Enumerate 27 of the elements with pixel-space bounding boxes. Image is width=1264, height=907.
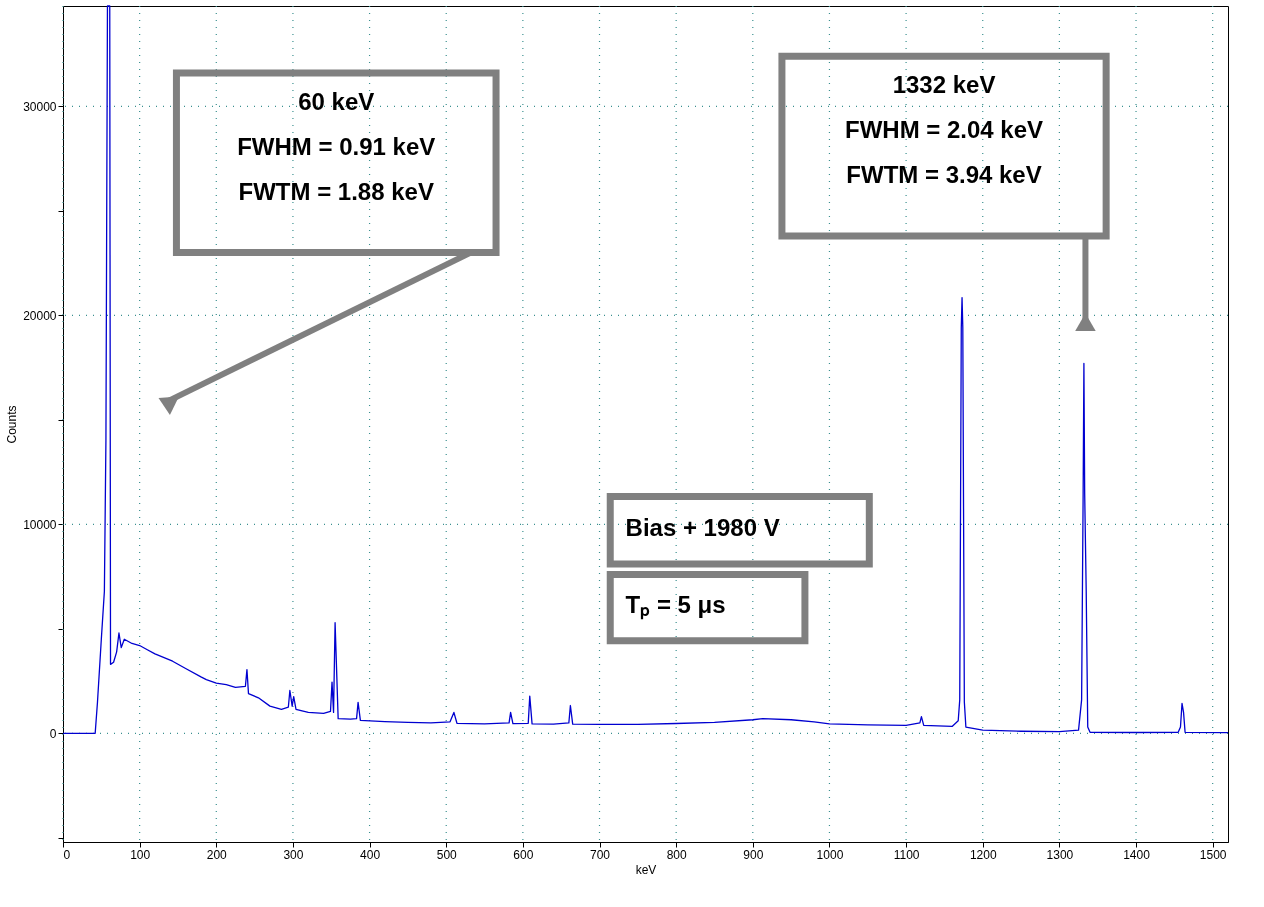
x-tick-label: 700 (590, 847, 611, 862)
x-tick-label: 800 (666, 847, 687, 862)
x-tick-label: 0 (63, 847, 71, 862)
x-tick-label: 1200 (969, 847, 997, 862)
x-tick-label: 1100 (893, 847, 920, 862)
x-tick-label: 1000 (816, 847, 844, 862)
x-tick-label: 1400 (1123, 847, 1151, 862)
annotation: 60 keV FWHM = 0.91 keV FWTM = 1.88 keV (237, 87, 436, 205)
y-tick-label: 20000 (23, 308, 57, 323)
x-tick-label: 900 (743, 847, 764, 862)
x-tick-label: 500 (436, 847, 458, 862)
y-tick-label: 10000 (23, 517, 57, 532)
x-tick-label: 400 (360, 847, 381, 862)
x-tick-label: 600 (513, 847, 534, 862)
x-tick-label: 1500 (1199, 847, 1227, 862)
x-tick-label: 300 (283, 847, 304, 862)
annotation: Tₚ = 5 μs (625, 591, 726, 621)
y-tick-label: 30000 (23, 99, 57, 114)
x-tick-label: 200 (206, 847, 228, 862)
y-tick-label: 0 (49, 726, 57, 741)
x-tick-label: 100 (130, 847, 151, 862)
line-series (62, 5, 1229, 734)
annotation: 1332 keV FWHM = 2.04 keV FWTM = 3.94 keV (844, 71, 1044, 189)
y-axis-title: Counts (5, 405, 20, 444)
x-tick-label: 1300 (1046, 847, 1074, 862)
x-axis-title: keV (635, 862, 657, 877)
annotation: Bias + 1980 V (625, 513, 780, 541)
